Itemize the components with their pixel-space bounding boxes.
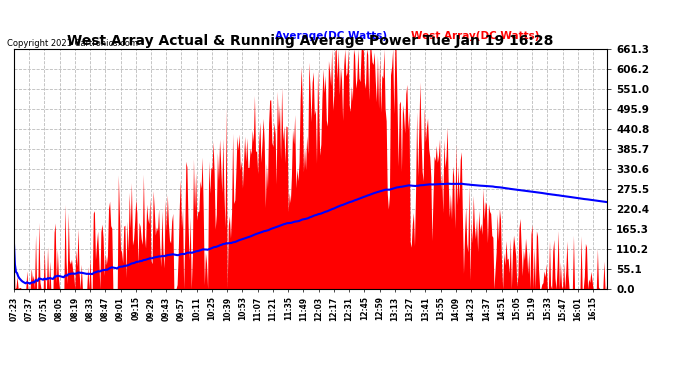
Text: Average(DC Watts): Average(DC Watts)	[275, 30, 387, 40]
Text: Copyright 2021 Cartronics.com: Copyright 2021 Cartronics.com	[7, 39, 138, 48]
Text: West Array(DC Watts): West Array(DC Watts)	[411, 30, 540, 40]
Title: West Array Actual & Running Average Power Tue Jan 19 16:28: West Array Actual & Running Average Powe…	[68, 34, 553, 48]
